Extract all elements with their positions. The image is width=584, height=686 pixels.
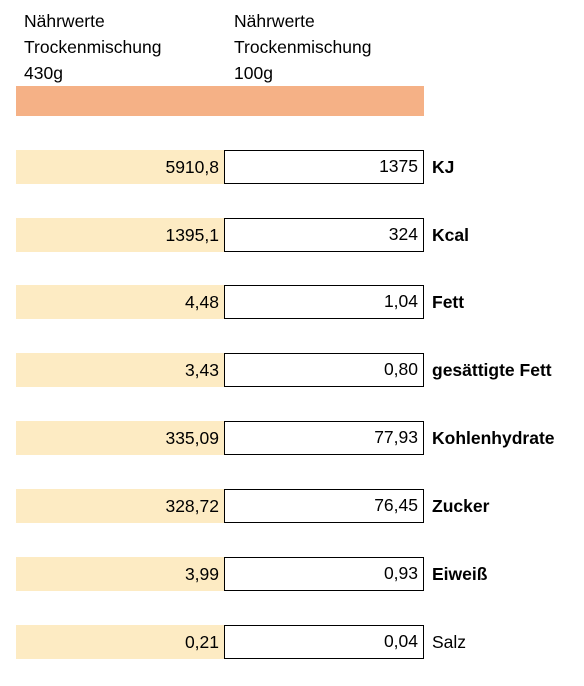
cell-total-kj[interactable]: 5910,8 xyxy=(16,150,224,184)
label-gesaettigte-fett: gesättigte Fett xyxy=(432,360,552,380)
cell-per100-fett[interactable]: 1,04 xyxy=(224,285,424,319)
cell-per100-salz[interactable]: 0,04 xyxy=(224,625,424,659)
cell-per100-kohlenhydrate[interactable]: 77,93 xyxy=(224,421,424,455)
cell-per100-eiweiss[interactable]: 0,93 xyxy=(224,557,424,591)
cell-total-kcal[interactable]: 1395,1 xyxy=(16,218,224,252)
table-row-kj: 5910,8 1375 KJ xyxy=(0,150,584,184)
cell-total-salz[interactable]: 0,21 xyxy=(16,625,224,659)
cell-total-fett[interactable]: 4,48 xyxy=(16,285,224,319)
cell-per100-kj[interactable]: 1375 xyxy=(224,150,424,184)
label-eiweiss: Eiweiß xyxy=(432,564,488,584)
cell-total-zucker[interactable]: 328,72 xyxy=(16,489,224,523)
cell-total-gesaettigte-fett[interactable]: 3,43 xyxy=(16,353,224,387)
label-salz: Salz xyxy=(432,632,467,652)
label-zucker: Zucker xyxy=(432,496,490,516)
cell-total-eiweiss[interactable]: 3,99 xyxy=(16,557,224,591)
cell-per100-kcal[interactable]: 324 xyxy=(224,218,424,252)
cell-per100-zucker[interactable]: 76,45 xyxy=(224,489,424,523)
label-kohlenhydrate: Kohlenhydrate xyxy=(432,428,555,448)
table-row-gesaettigte-fett: 3,43 0,80 gesättigte Fett xyxy=(0,353,584,387)
table-row-kcal: 1395,1 324 Kcal xyxy=(0,218,584,252)
label-fett: Fett xyxy=(432,292,465,312)
table-row-kohlenhydrate: 335,09 77,93 Kohlenhydrate xyxy=(0,421,584,455)
header-dry-mix-430g: Nährwerte Trockenmischung 430g xyxy=(24,11,162,83)
table-row-fett: 4,48 1,04 Fett xyxy=(0,285,584,319)
header-color-bar xyxy=(16,86,424,116)
table-row-salz: 0,21 0,04 Salz xyxy=(0,625,584,659)
label-kcal: Kcal xyxy=(432,225,469,245)
label-kj: KJ xyxy=(432,157,455,177)
table-row-zucker: 328,72 76,45 Zucker xyxy=(0,489,584,523)
header-dry-mix-100g: Nährwerte Trockenmischung 100g xyxy=(234,11,372,83)
cell-per100-gesaettigte-fett[interactable]: 0,80 xyxy=(224,353,424,387)
cell-total-kohlenhydrate[interactable]: 335,09 xyxy=(16,421,224,455)
table-row-eiweiss: 3,99 0,93 Eiweiß xyxy=(0,557,584,591)
